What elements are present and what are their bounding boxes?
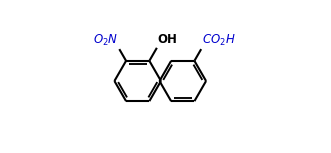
Text: $O_2N$: $O_2N$ (93, 33, 118, 48)
Text: OH: OH (158, 33, 177, 46)
Text: $CO_2H$: $CO_2H$ (202, 33, 235, 48)
